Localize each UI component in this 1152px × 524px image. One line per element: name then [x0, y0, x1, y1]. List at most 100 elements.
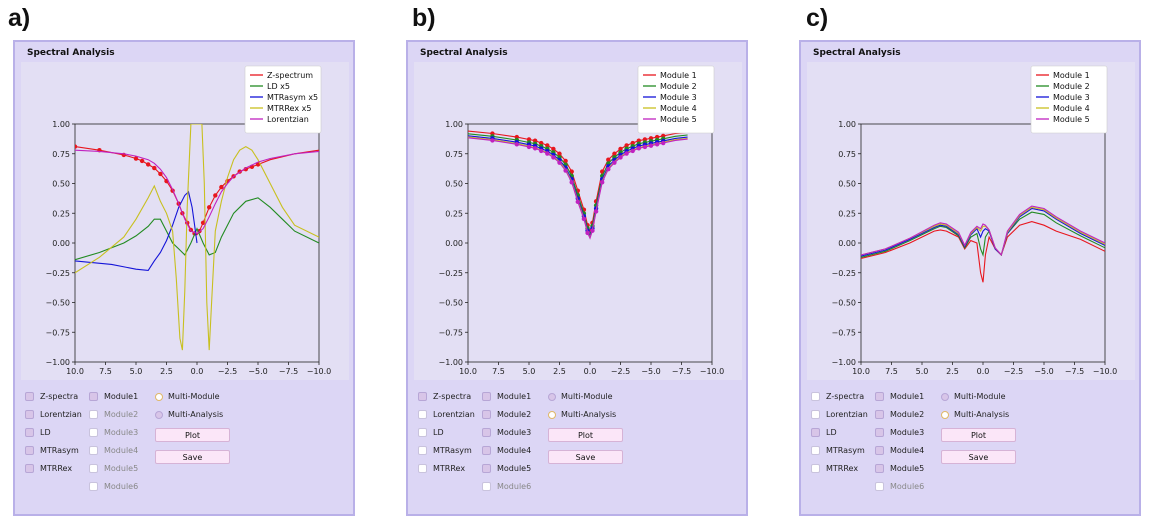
checkbox-box[interactable]	[25, 464, 34, 473]
checkbox-module6[interactable]: Module6	[875, 482, 924, 491]
radio-dot[interactable]	[548, 410, 556, 419]
radio-dot[interactable]	[155, 410, 163, 419]
legend-label: Module 5	[660, 115, 697, 124]
checkbox-box[interactable]	[482, 392, 491, 401]
checkbox-mtrrex[interactable]: MTRRex	[418, 464, 465, 473]
x-tick-label: 5.0	[523, 367, 536, 376]
checkbox-box[interactable]	[89, 482, 98, 491]
checkbox-z-spectra[interactable]: Z-spectra	[811, 392, 864, 401]
checkbox-box[interactable]	[418, 446, 427, 455]
checkbox-lorentzian[interactable]: Lorentzian	[811, 410, 868, 419]
checkbox-module2[interactable]: Module2	[875, 410, 924, 419]
radio-multi-analysis[interactable]: Multi-Analysis	[155, 410, 223, 419]
radio-dot[interactable]	[941, 410, 949, 419]
checkbox-box[interactable]	[25, 410, 34, 419]
checkbox-lorentzian[interactable]: Lorentzian	[25, 410, 82, 419]
checkbox-mtrasym[interactable]: MTRasym	[25, 446, 79, 455]
checkbox-module1[interactable]: Module1	[482, 392, 531, 401]
legend-label: MTRRex x5	[267, 104, 311, 113]
plot-button[interactable]: Plot	[155, 428, 230, 442]
checkbox-box[interactable]	[89, 392, 98, 401]
checkbox-box[interactable]	[875, 428, 884, 437]
checkbox-box[interactable]	[482, 410, 491, 419]
checkbox-module3[interactable]: Module3	[482, 428, 531, 437]
data-point	[563, 158, 568, 164]
checkbox-box[interactable]	[89, 464, 98, 473]
checkbox-box[interactable]	[811, 464, 820, 473]
checkbox-box[interactable]	[875, 410, 884, 419]
checkbox-ld[interactable]: LD	[811, 428, 837, 437]
checkbox-box[interactable]	[875, 464, 884, 473]
checkbox-box[interactable]	[89, 410, 98, 419]
checkbox-mtrasym[interactable]: MTRasym	[811, 446, 865, 455]
checkbox-box[interactable]	[482, 482, 491, 491]
radio-multi-analysis[interactable]: Multi-Analysis	[941, 410, 1009, 419]
legend-label: Module 4	[1053, 104, 1090, 113]
checkbox-module5[interactable]: Module5	[482, 464, 531, 473]
checkbox-module4[interactable]: Module4	[482, 446, 531, 455]
radio-multi-module[interactable]: Multi-Module	[941, 392, 1006, 401]
save-button[interactable]: Save	[941, 450, 1016, 464]
checkbox-box[interactable]	[25, 392, 34, 401]
checkbox-module3[interactable]: Module3	[89, 428, 138, 437]
save-button[interactable]: Save	[548, 450, 623, 464]
save-button[interactable]: Save	[155, 450, 230, 464]
checkbox-box[interactable]	[482, 428, 491, 437]
checkbox-module4[interactable]: Module4	[89, 446, 138, 455]
legend-label: Module 2	[1053, 82, 1090, 91]
checkbox-z-spectra[interactable]: Z-spectra	[25, 392, 78, 401]
radio-dot[interactable]	[548, 392, 556, 401]
checkbox-box[interactable]	[25, 446, 34, 455]
checkbox-module5[interactable]: Module5	[89, 464, 138, 473]
checkbox-mtrrex[interactable]: MTRRex	[25, 464, 72, 473]
checkbox-module6[interactable]: Module6	[89, 482, 138, 491]
checkbox-box[interactable]	[418, 392, 427, 401]
checkbox-module1[interactable]: Module1	[89, 392, 138, 401]
checkbox-box[interactable]	[25, 428, 34, 437]
checkbox-box[interactable]	[89, 446, 98, 455]
checkbox-lorentzian[interactable]: Lorentzian	[418, 410, 475, 419]
plot-button[interactable]: Plot	[548, 428, 623, 442]
plot-button[interactable]: Plot	[941, 428, 1016, 442]
checkbox-box[interactable]	[811, 392, 820, 401]
checkbox-box[interactable]	[875, 446, 884, 455]
checkbox-module3[interactable]: Module3	[875, 428, 924, 437]
checkbox-box[interactable]	[418, 464, 427, 473]
radio-dot[interactable]	[941, 392, 949, 401]
radio-label: Multi-Analysis	[954, 410, 1010, 419]
checkbox-box[interactable]	[811, 410, 820, 419]
checkbox-box[interactable]	[482, 446, 491, 455]
checkbox-module4[interactable]: Module4	[875, 446, 924, 455]
checkbox-mtrasym[interactable]: MTRasym	[418, 446, 472, 455]
checkbox-module2[interactable]: Module2	[89, 410, 138, 419]
checkbox-box[interactable]	[482, 464, 491, 473]
data-point	[539, 140, 544, 146]
x-tick-label: 0.0	[977, 367, 990, 376]
radio-multi-analysis[interactable]: Multi-Analysis	[548, 410, 616, 419]
checkbox-module1[interactable]: Module1	[875, 392, 924, 401]
checkbox-module2[interactable]: Module2	[482, 410, 531, 419]
checkbox-box[interactable]	[875, 392, 884, 401]
checkbox-box[interactable]	[418, 428, 427, 437]
data-point	[593, 209, 599, 214]
radio-multi-module[interactable]: Multi-Module	[548, 392, 613, 401]
checkbox-box[interactable]	[875, 482, 884, 491]
y-tick-label: −0.25	[831, 269, 856, 278]
checkbox-ld[interactable]: LD	[25, 428, 51, 437]
y-tick-label: −1.00	[831, 358, 856, 367]
checkbox-box[interactable]	[811, 446, 820, 455]
radio-dot[interactable]	[155, 392, 163, 401]
checkbox-z-spectra[interactable]: Z-spectra	[418, 392, 471, 401]
checkbox-box[interactable]	[811, 428, 820, 437]
y-tick-label: 0.25	[838, 209, 856, 218]
data-point	[618, 155, 623, 160]
checkbox-ld[interactable]: LD	[418, 428, 444, 437]
checkbox-module6[interactable]: Module6	[482, 482, 531, 491]
x-tick-label: 0.0	[191, 367, 204, 376]
checkbox-box[interactable]	[418, 410, 427, 419]
checkbox-module5[interactable]: Module5	[875, 464, 924, 473]
checkbox-box[interactable]	[89, 428, 98, 437]
checkbox-mtrrex[interactable]: MTRRex	[811, 464, 858, 473]
x-tick-label: −5.0	[641, 367, 660, 376]
radio-multi-module[interactable]: Multi-Module	[155, 392, 220, 401]
